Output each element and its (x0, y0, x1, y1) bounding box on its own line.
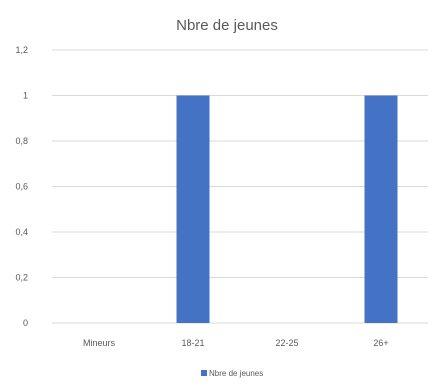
y-axis-ticks: 0 0,2 0,4 0,6 0,8 1 1,2 (15, 45, 28, 328)
y-tick-label: 1,2 (15, 45, 28, 55)
x-axis-ticks: Mineurs 18-21 22-25 26+ (83, 338, 389, 348)
y-tick-label: 0,2 (15, 273, 28, 283)
y-tick-label: 0,8 (15, 136, 28, 146)
legend-label: Nbre de jeunes (209, 369, 263, 378)
bar-26+ (364, 95, 398, 323)
y-tick-label: 1 (23, 91, 28, 101)
legend-swatch (201, 370, 207, 376)
x-tick-label: 22-25 (275, 338, 298, 348)
bar-18-21 (176, 95, 210, 323)
bars (176, 95, 398, 323)
chart-title: Nbre de jeunes (176, 17, 278, 34)
x-tick-label: 18-21 (181, 338, 204, 348)
gridlines (52, 49, 428, 324)
y-tick-label: 0 (23, 318, 28, 328)
x-tick-label: 26+ (373, 338, 388, 348)
y-tick-label: 0,6 (15, 182, 28, 192)
legend: Nbre de jeunes (201, 369, 263, 378)
x-tick-label: Mineurs (83, 338, 116, 348)
y-tick-label: 0,4 (15, 227, 28, 237)
